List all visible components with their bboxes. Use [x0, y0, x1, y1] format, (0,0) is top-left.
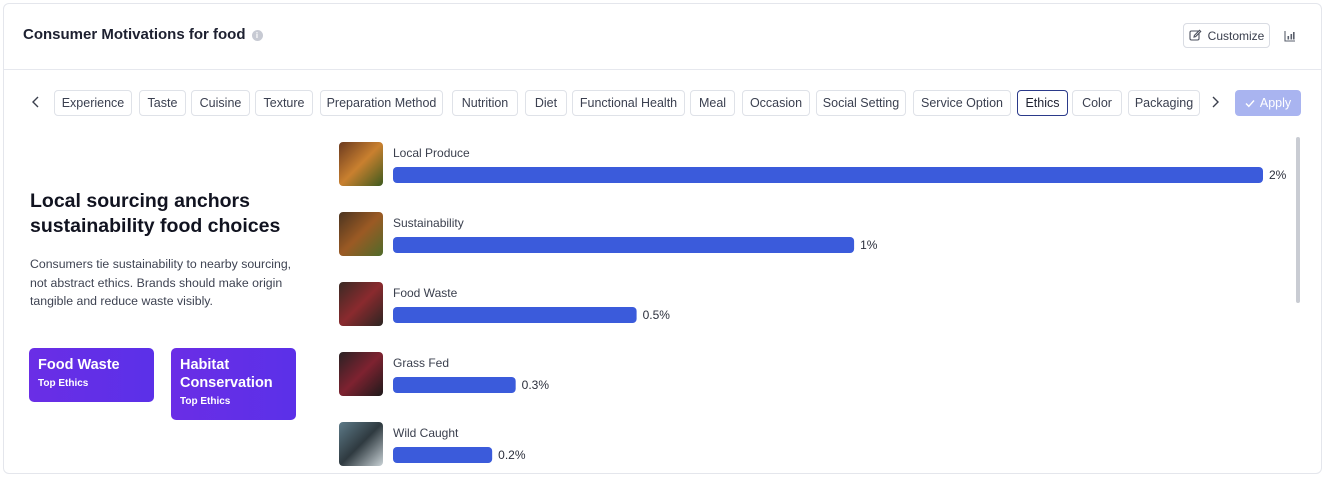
bar[interactable]: [393, 237, 855, 253]
tab-ethics[interactable]: Ethics: [1017, 90, 1068, 116]
category-label: Wild Caught: [393, 426, 459, 440]
motivations-card: Consumer Motivations for food i Customize…: [3, 3, 1322, 474]
pill-title: Food Waste: [38, 357, 120, 373]
bar-row-food-waste: Food Waste 0.5%: [339, 282, 670, 326]
tab-packaging[interactable]: Packaging: [1128, 90, 1200, 116]
pill-subtitle: Top Ethics: [38, 378, 89, 389]
info-icon[interactable]: i: [251, 30, 263, 41]
category-label: Sustainability: [393, 216, 464, 230]
tab-texture[interactable]: Texture: [255, 90, 313, 116]
tab-nutrition[interactable]: Nutrition: [452, 90, 518, 116]
bar-row-sustainability: Sustainability 1%: [339, 212, 878, 256]
bar[interactable]: [393, 377, 516, 393]
chart-scrollbar[interactable]: [1296, 137, 1300, 303]
value-label: 1%: [860, 238, 878, 252]
chevron-left-icon[interactable]: [28, 94, 44, 110]
tab-taste[interactable]: Taste: [139, 90, 186, 116]
pill-title: Habitat Conservation: [180, 357, 273, 391]
thumbnail-image: [339, 282, 383, 326]
tab-social-setting[interactable]: Social Setting: [816, 90, 906, 116]
value-label: 0.2%: [498, 448, 526, 462]
tab-cuisine[interactable]: Cuisine: [191, 90, 250, 116]
bar[interactable]: [393, 307, 637, 323]
tab-diet[interactable]: Diet: [525, 90, 567, 116]
thumbnail-image: [339, 352, 383, 396]
bar-row-local-produce: Local Produce 2%: [339, 142, 1287, 186]
category-label: Grass Fed: [393, 356, 449, 370]
tab-experience[interactable]: Experience: [54, 90, 132, 116]
pill-subtitle: Top Ethics: [180, 396, 231, 407]
check-icon: [1245, 99, 1255, 107]
page-title: Consumer Motivations for food i: [23, 26, 263, 43]
thumbnail-image: [339, 422, 383, 466]
customize-label: Customize: [1207, 28, 1265, 43]
bar-row-grass-fed: Grass Fed 0.3%: [339, 352, 549, 396]
bar[interactable]: [393, 167, 1263, 183]
thumbnail-image: [339, 142, 383, 186]
edit-icon: [1189, 29, 1202, 41]
value-label: 2%: [1269, 168, 1287, 182]
title-text: Consumer Motivations for food: [23, 26, 246, 43]
tab-color[interactable]: Color: [1072, 90, 1122, 116]
category-label: Food Waste: [393, 286, 458, 300]
apply-label: Apply: [1259, 96, 1292, 110]
category-label: Local Produce: [393, 146, 470, 160]
customize-button[interactable]: Customize: [1183, 23, 1270, 48]
pill-food-waste[interactable]: Food Waste Top Ethics: [29, 348, 154, 402]
tab-preparation-method[interactable]: Preparation Method: [320, 90, 443, 116]
pill-habitat-conservation[interactable]: Habitat Conservation Top Ethics: [171, 348, 296, 420]
insight-heading: Local sourcing anchors sustainability fo…: [30, 190, 281, 237]
card-header: Consumer Motivations for food i Customize: [4, 4, 1321, 70]
tab-occasion[interactable]: Occasion: [742, 90, 810, 116]
ethics-bar-chart: Local Produce 2% Sustainability 1% Food Wast…: [339, 142, 1287, 466]
value-label: 0.5%: [643, 308, 671, 322]
tab-meal[interactable]: Meal: [690, 90, 735, 116]
bar-row-wild-caught: Wild Caught 0.2%: [339, 422, 526, 466]
insight-body: Consumers tie sustainability to nearby s…: [30, 257, 292, 308]
chevron-right-icon[interactable]: [1207, 94, 1223, 110]
tab-service-option[interactable]: Service Option: [913, 90, 1011, 116]
chart-export-icon[interactable]: [1282, 28, 1298, 44]
category-tabs: Experience Taste Cuisine Texture Preparation…: [4, 88, 1321, 118]
tab-functional-health[interactable]: Functional Health: [572, 90, 685, 116]
apply-button[interactable]: Apply: [1235, 90, 1301, 116]
thumbnail-image: [339, 212, 383, 256]
value-label: 0.3%: [522, 378, 550, 392]
bar[interactable]: [393, 447, 493, 463]
